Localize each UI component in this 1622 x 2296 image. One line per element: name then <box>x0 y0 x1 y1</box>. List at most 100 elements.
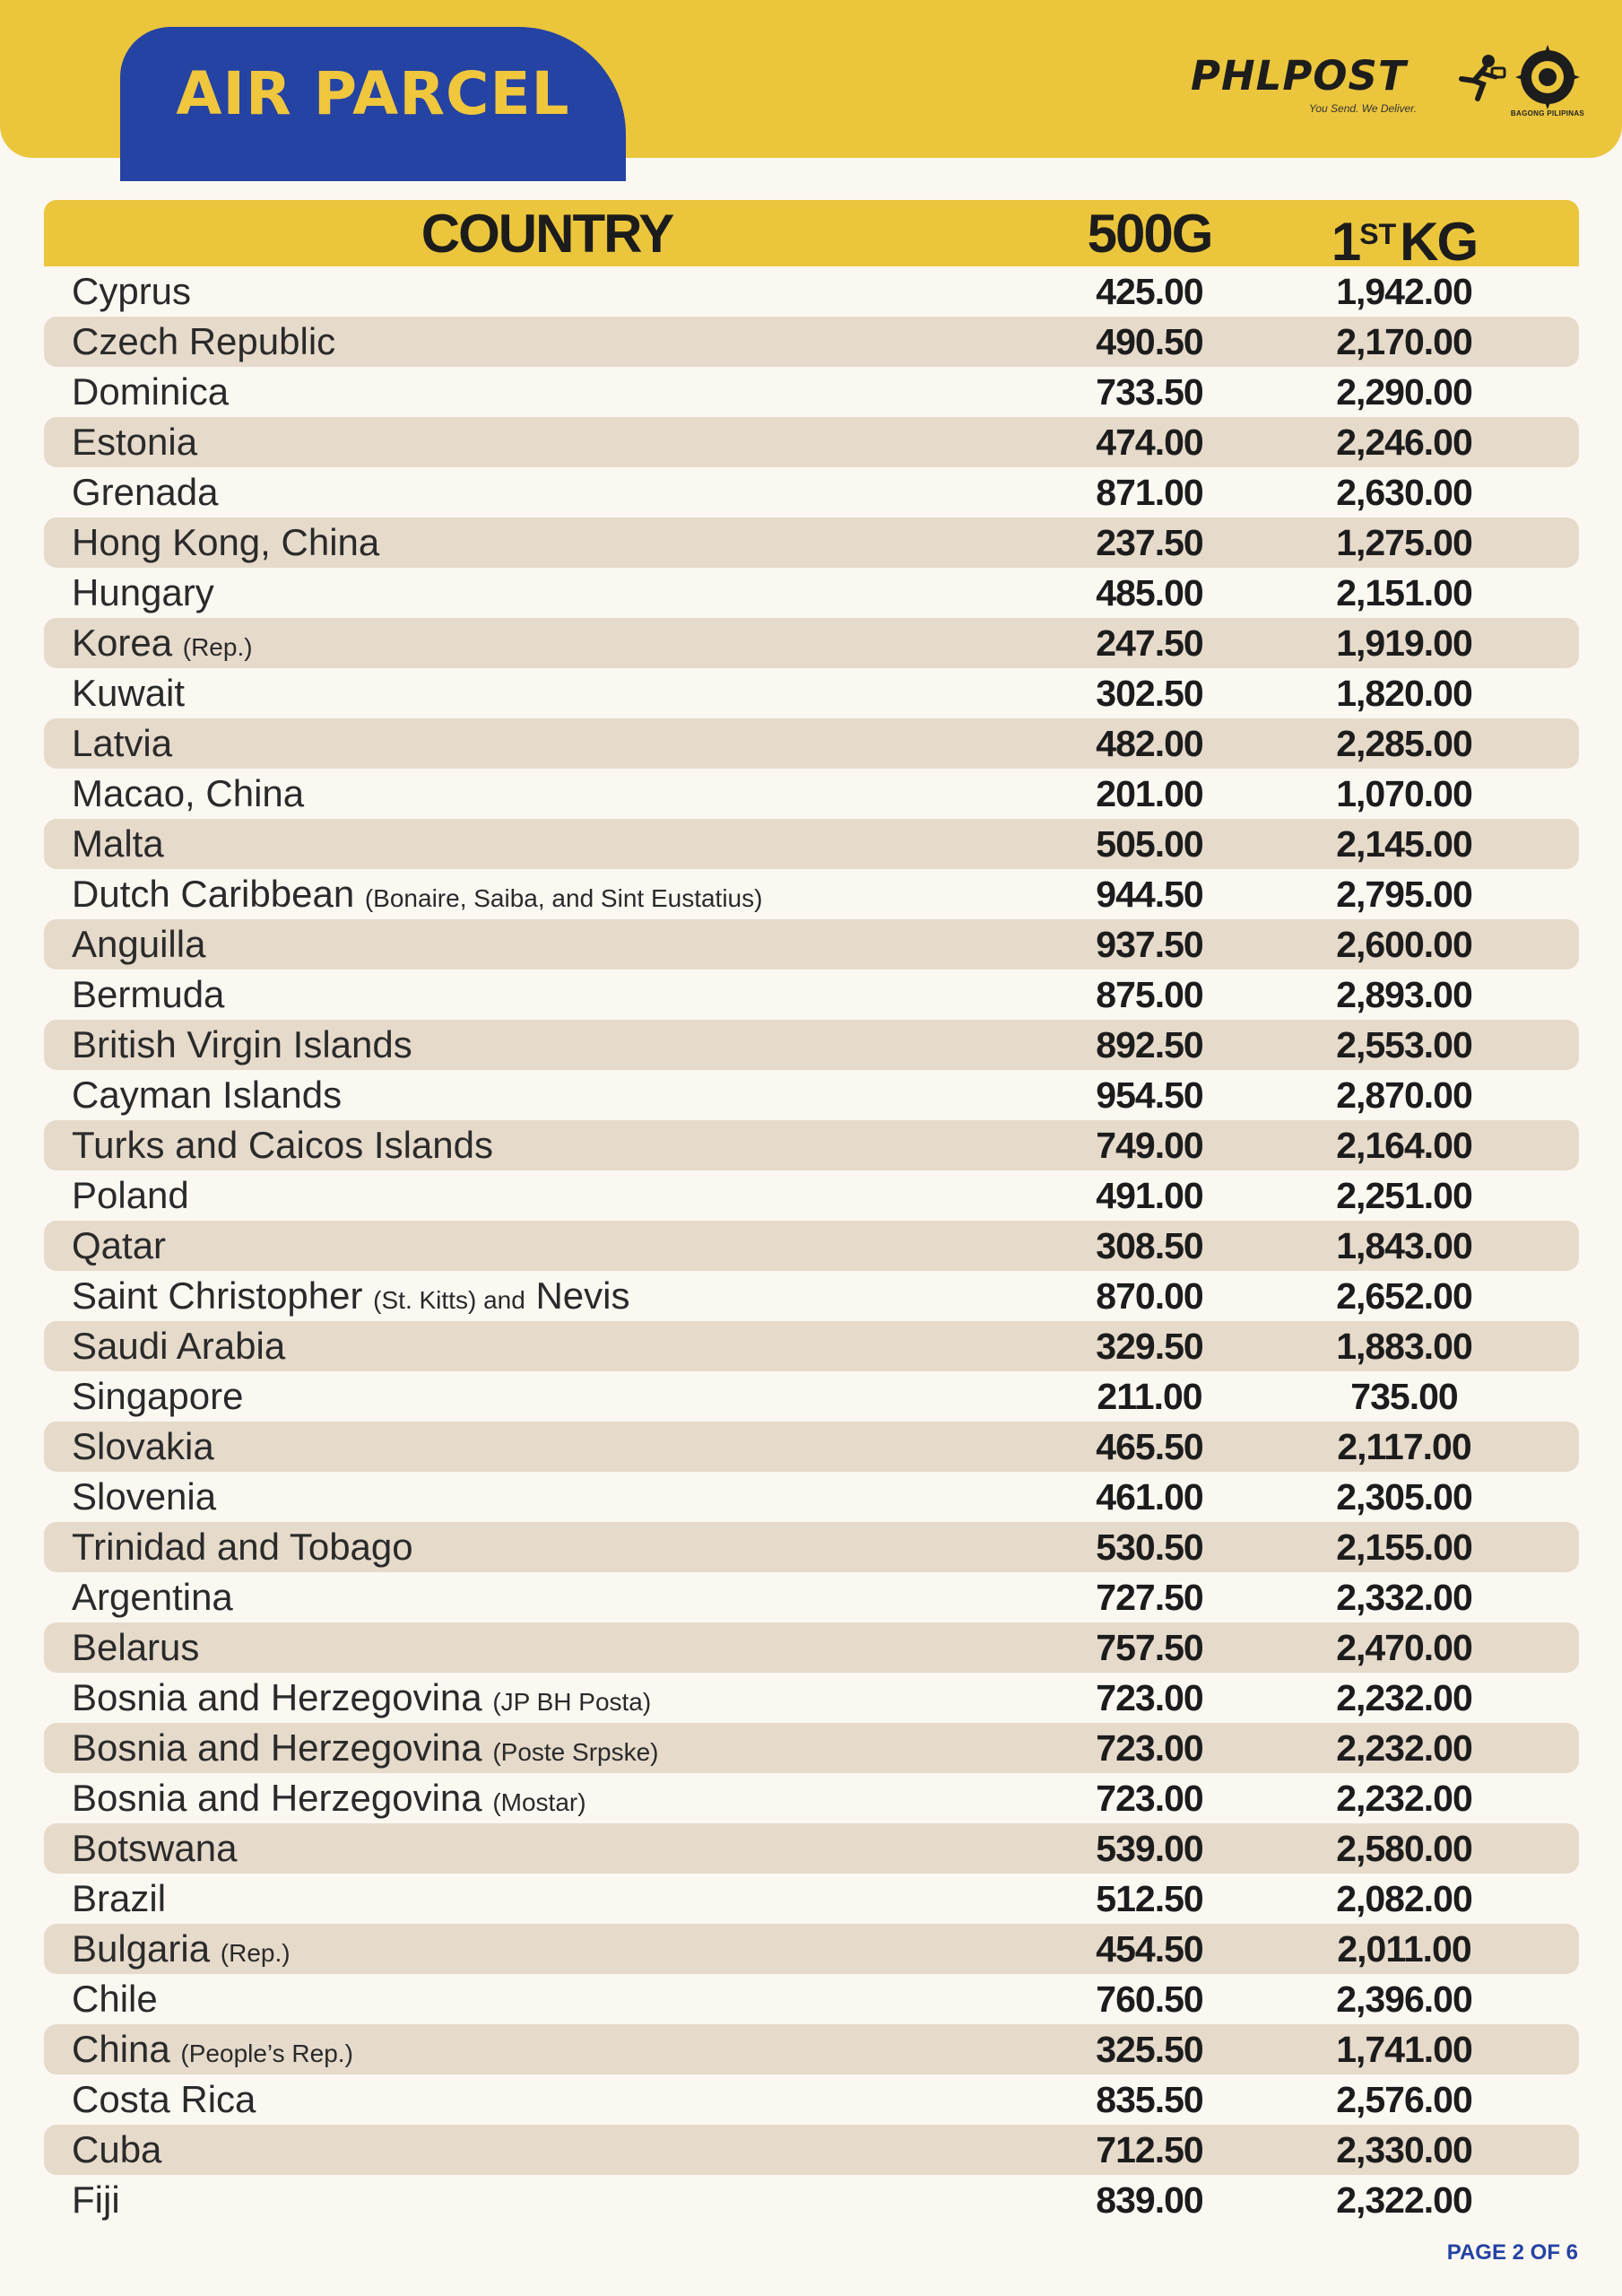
country-name: Malta <box>72 822 164 865</box>
country-note: (Rep.) <box>220 1939 291 1967</box>
rate-500g-cell: 892.50 <box>1096 1024 1203 1065</box>
rate-first-kg-cell: 2,870.00 <box>1336 1074 1473 1116</box>
country-name: Argentina <box>72 1576 233 1618</box>
table-row: Estonia 474.00 2,246.00 <box>44 417 1579 467</box>
rate-500g-cell: 871.00 <box>1096 472 1203 513</box>
rate-first-kg-cell: 2,251.00 <box>1336 1175 1473 1216</box>
country-name: Cyprus <box>72 270 192 312</box>
table-row: Dominica 733.50 2,290.00 <box>44 367 1579 417</box>
rate-500g-cell: 308.50 <box>1096 1225 1203 1266</box>
country-cell: Kuwait <box>72 668 185 718</box>
country-note: (Bonaire, Saiba, and Sint Eustatius) <box>364 884 763 912</box>
rate-first-kg-cell: 1,883.00 <box>1336 1326 1473 1367</box>
first-kg-superscript: ST <box>1359 218 1397 250</box>
country-cell: Hungary <box>72 568 214 618</box>
country-cell: Qatar <box>72 1221 166 1271</box>
table-row: Cayman Islands 954.50 2,870.00 <box>44 1070 1579 1120</box>
rate-first-kg-cell: 1,741.00 <box>1336 2029 1473 2070</box>
country-name: China <box>72 2028 170 2070</box>
country-name: Estonia <box>72 421 198 463</box>
rate-first-kg-cell: 2,232.00 <box>1336 1677 1473 1718</box>
country-cell: Malta <box>72 819 164 869</box>
country-name-suffix: Nevis <box>535 1274 630 1317</box>
rate-500g-cell: 302.50 <box>1096 673 1203 714</box>
rate-first-kg-cell: 2,893.00 <box>1336 974 1473 1015</box>
table-body: Cyprus 425.00 1,942.00 Czech Republic 490.50… <box>44 266 1579 2225</box>
table-row: Singapore 211.00 735.00 <box>44 1371 1579 1422</box>
rate-first-kg-cell: 2,330.00 <box>1336 2129 1473 2170</box>
runner-icon <box>1459 55 1506 101</box>
country-cell: Trinidad and Tobago <box>72 1522 413 1572</box>
country-name: Hungary <box>72 571 214 613</box>
country-cell: Cuba <box>72 2125 161 2175</box>
country-name: Bulgaria <box>72 1927 211 1970</box>
country-name: Bosnia and Herzegovina <box>72 1676 482 1718</box>
country-name: Saudi Arabia <box>72 1325 286 1367</box>
page-title: AIR PARCEL <box>176 58 570 128</box>
table-row: Botswana 539.00 2,580.00 <box>44 1823 1579 1874</box>
rate-500g-cell: 757.50 <box>1096 1627 1203 1668</box>
rate-first-kg-cell: 2,600.00 <box>1336 924 1473 965</box>
table-row: Slovakia 465.50 2,117.00 <box>44 1422 1579 1472</box>
table-row: Turks and Caicos Islands 749.00 2,164.00 <box>44 1120 1579 1170</box>
rate-500g-cell: 482.00 <box>1096 723 1203 764</box>
country-name: Chile <box>72 1978 158 2020</box>
country-name: Hong Kong, China <box>72 521 380 563</box>
country-cell: British Virgin Islands <box>72 1020 412 1070</box>
country-cell: Hong Kong, China <box>72 517 379 568</box>
country-cell: Botswana <box>72 1823 237 1874</box>
rate-500g-cell: 211.00 <box>1097 1376 1202 1417</box>
table-row: Dutch Caribbean (Bonaire, Saiba, and Sin… <box>44 869 1579 919</box>
seal-label: BAGONG PILIPINAS <box>1510 109 1585 117</box>
country-cell: Grenada <box>72 467 218 517</box>
country-cell: Turks and Caicos Islands <box>72 1120 493 1170</box>
bagong-pilipinas-seal-icon <box>1515 45 1580 109</box>
rate-first-kg-cell: 2,396.00 <box>1336 1979 1473 2020</box>
rate-500g-cell: 937.50 <box>1096 924 1203 965</box>
rate-first-kg-cell: 1,820.00 <box>1336 673 1473 714</box>
rate-500g-cell: 749.00 <box>1096 1125 1203 1166</box>
country-note: (St. Kitts) and <box>373 1286 525 1314</box>
country-name: Botswana <box>72 1827 238 1869</box>
country-name: Korea <box>72 622 173 664</box>
table-row: Brazil 512.50 2,082.00 <box>44 1874 1579 1924</box>
country-name: Czech Republic <box>72 320 336 362</box>
country-cell: Slovenia <box>72 1472 216 1522</box>
rate-first-kg-cell: 2,151.00 <box>1336 572 1473 613</box>
country-name: Cuba <box>72 2128 162 2170</box>
rate-first-kg-cell: 2,630.00 <box>1336 472 1473 513</box>
table-row: Latvia 482.00 2,285.00 <box>44 718 1579 769</box>
rate-first-kg-cell: 2,580.00 <box>1336 1828 1473 1869</box>
table-row: Bosnia and Herzegovina (Mostar) 723.00 2,2… <box>44 1773 1579 1823</box>
rate-500g-cell: 201.00 <box>1096 773 1203 814</box>
rate-500g-cell: 733.50 <box>1096 371 1203 413</box>
rate-500g-cell: 505.00 <box>1096 823 1203 865</box>
rate-500g-cell: 512.50 <box>1096 1878 1203 1919</box>
page-number: PAGE 2 OF 6 <box>1446 2240 1578 2265</box>
phlpost-logo: PHLPOST You Send. We Deliver. BAGONG PIL… <box>1184 39 1584 129</box>
rate-table: COUNTRY 500G 1STKG Cyprus 425.00 1,942.00 C… <box>44 200 1579 2225</box>
rate-500g-cell: 954.50 <box>1096 1074 1203 1116</box>
rate-500g-cell: 491.00 <box>1096 1175 1203 1216</box>
rate-500g-cell: 237.50 <box>1096 522 1203 563</box>
country-cell: Fiji <box>72 2175 120 2225</box>
rate-first-kg-cell: 2,322.00 <box>1336 2179 1473 2221</box>
country-cell: Costa Rica <box>72 2074 256 2125</box>
rate-500g-cell: 247.50 <box>1096 622 1203 664</box>
rate-500g-cell: 325.50 <box>1096 2029 1203 2070</box>
table-header: COUNTRY 500G 1STKG <box>44 200 1579 269</box>
country-note: (Poste Srpske) <box>492 1738 659 1766</box>
rate-first-kg-cell: 2,082.00 <box>1336 1878 1473 1919</box>
column-header-country: COUNTRY <box>421 204 674 264</box>
rate-500g-cell: 539.00 <box>1096 1828 1203 1869</box>
country-name: Fiji <box>72 2179 120 2221</box>
rate-500g-cell: 723.00 <box>1096 1727 1203 1769</box>
title-tab: AIR PARCEL <box>120 27 626 181</box>
country-cell: Korea (Rep.) <box>72 618 253 668</box>
country-name: Poland <box>72 1174 189 1216</box>
rate-500g-cell: 712.50 <box>1096 2129 1203 2170</box>
country-name: Anguilla <box>72 923 206 965</box>
column-header-500g: 500G <box>1087 204 1214 264</box>
country-cell: Bosnia and Herzegovina (Mostar) <box>72 1773 586 1823</box>
country-name: Bermuda <box>72 973 225 1015</box>
